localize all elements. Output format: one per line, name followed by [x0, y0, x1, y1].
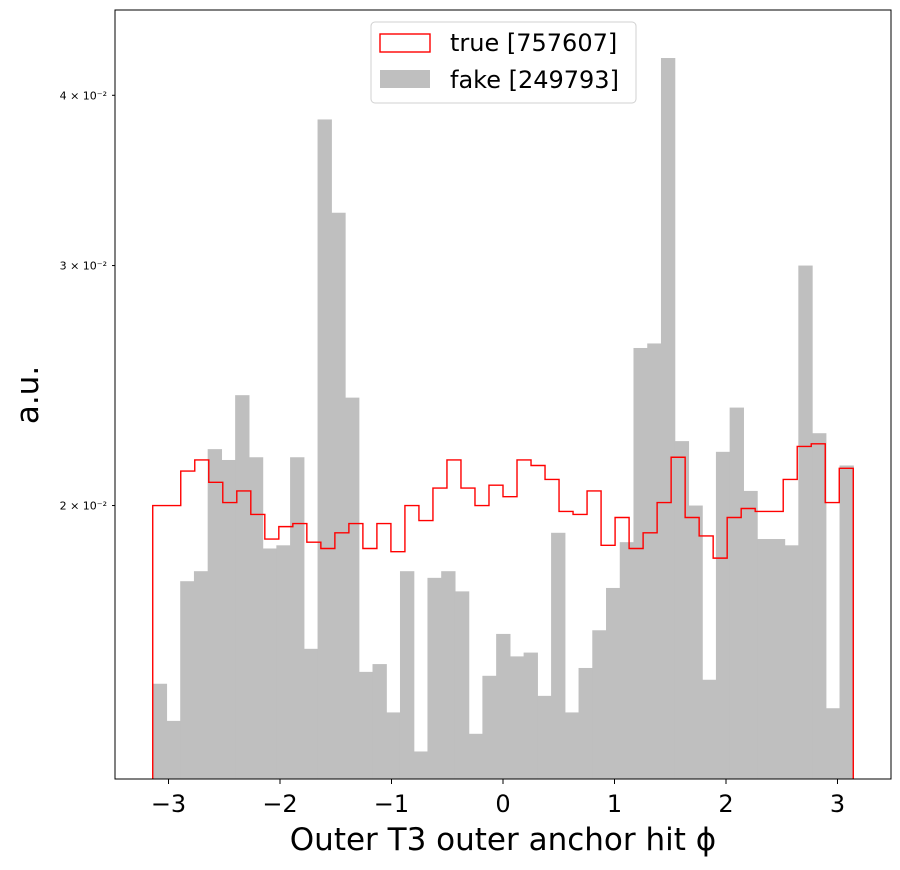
fake-bar — [193, 571, 209, 779]
fake-bar — [660, 58, 676, 779]
fake-bar — [812, 433, 827, 779]
fake-bar — [770, 539, 786, 779]
fake-bar — [413, 751, 429, 779]
fake-bar — [482, 675, 497, 779]
fake-bar — [290, 457, 305, 779]
fake-bar — [592, 630, 607, 779]
fake-bar — [825, 708, 841, 779]
y-tick-label: 2 × 10⁻² — [60, 500, 107, 513]
fake-bar — [729, 407, 744, 779]
fake-bar — [496, 633, 511, 779]
fake-bar — [166, 720, 181, 779]
x-axis-label: Outer T3 outer anchor hit ϕ — [290, 822, 716, 858]
legend-fake-label: fake [249793] — [450, 66, 619, 94]
fake-bar — [262, 548, 277, 779]
fake-bar — [358, 671, 374, 779]
y-tick-label: 3 × 10⁻² — [60, 260, 107, 273]
y-axis-label: a.u. — [10, 366, 46, 424]
fake-bar — [688, 505, 703, 779]
fake-bar — [317, 119, 332, 780]
fake-bar — [551, 532, 566, 779]
fake-bar — [152, 683, 168, 779]
fake-bar — [674, 441, 690, 779]
fake-bar — [578, 667, 593, 779]
x-tick-label: 0 — [495, 790, 510, 818]
fake-bar — [564, 712, 580, 779]
fake-bar — [235, 395, 250, 779]
x-tick-label: 1 — [607, 790, 622, 818]
fake-bar — [743, 490, 758, 779]
fake-bar — [221, 459, 236, 779]
fake-bar — [784, 545, 799, 779]
legend-fake-swatch — [380, 70, 430, 88]
fake-bar — [276, 545, 291, 779]
legend-true-label: true [757607] — [450, 29, 617, 57]
x-tick-label: −1 — [374, 790, 409, 818]
fake-bar — [633, 347, 648, 779]
fake-bar — [303, 648, 319, 779]
x-axis-ticks: −3 −2 −1 0 1 2 3 — [151, 779, 845, 818]
x-tick-label: −2 — [262, 790, 297, 818]
y-axis-ticks: 2 × 10⁻² 3 × 10⁻² 4 × 10⁻² — [60, 89, 115, 513]
fake-bar — [757, 539, 772, 779]
fake-bar — [372, 664, 387, 779]
fake-bar — [619, 542, 635, 779]
legend-box — [370, 21, 637, 104]
x-tick-label: 2 — [718, 790, 733, 818]
fake-bar — [427, 577, 442, 779]
fake-bar — [441, 571, 456, 779]
x-tick-label: −3 — [151, 790, 186, 818]
fake-bar — [509, 656, 525, 779]
fake-bar — [798, 265, 813, 779]
fake-bar — [839, 465, 854, 779]
fake-bar — [248, 457, 264, 779]
fake-bar — [606, 587, 621, 779]
fake-bar — [468, 733, 483, 779]
true-histogram-step — [152, 443, 854, 779]
fake-bar — [454, 591, 470, 779]
fake-bar — [386, 712, 401, 779]
fake-bar — [702, 679, 717, 779]
fake-bar — [180, 581, 195, 779]
fake-bar — [345, 397, 360, 779]
fake-bar — [207, 449, 223, 779]
fake-bar — [331, 212, 346, 779]
fake-bar — [399, 571, 415, 779]
fake-bar — [523, 652, 538, 779]
x-tick-label: 3 — [830, 790, 845, 818]
fake-bar — [715, 451, 731, 779]
legend: true [757607] fake [249793] — [370, 21, 637, 104]
fake-histogram-bars — [152, 58, 854, 780]
y-tick-label: 4 × 10⁻² — [60, 89, 107, 102]
fake-bar — [537, 695, 552, 779]
legend-true-swatch — [379, 33, 431, 53]
fake-bar — [647, 343, 662, 779]
